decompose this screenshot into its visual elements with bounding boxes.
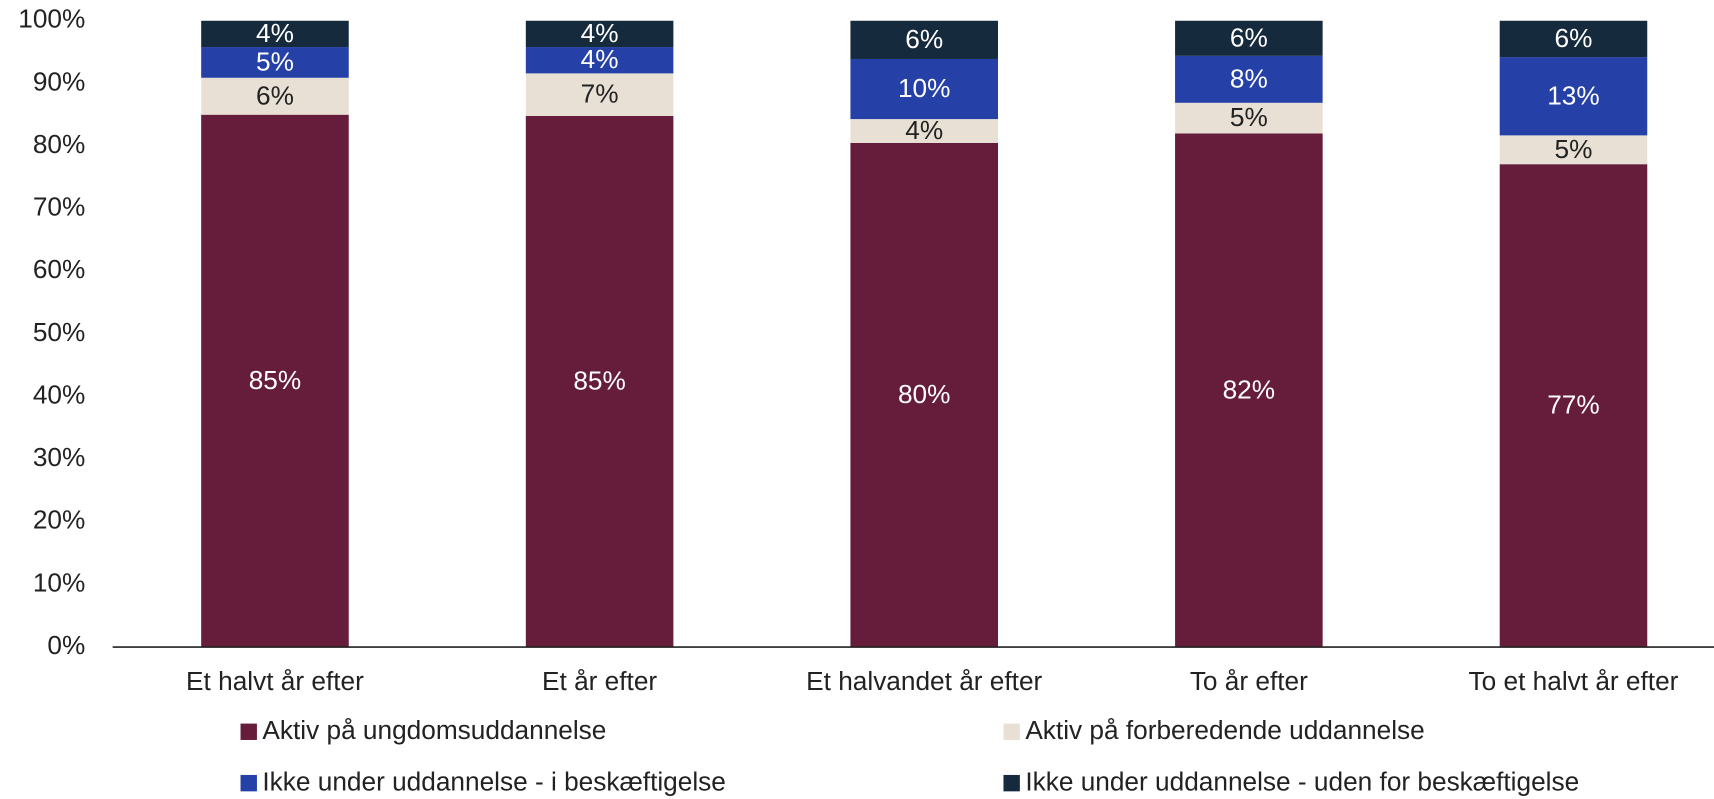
legend-label: Aktiv på forberedende uddannelse [1025,715,1424,745]
data-label: 8% [1230,63,1268,93]
data-label: 6% [1555,23,1593,53]
bar-segment [1175,102,1323,134]
bar-segment [201,114,349,648]
data-label: 5% [256,46,294,76]
data-label: 4% [581,44,619,74]
data-label: 4% [256,18,294,48]
bar-segment [1499,164,1648,648]
data-label: 13% [1547,80,1599,110]
bar-segment [525,115,674,648]
bar-segment [525,20,674,48]
bar-segment [1175,55,1323,103]
bar-segment [525,73,674,116]
bar-segment [850,119,998,143]
x-tick-label: To et halvt år efter [1469,666,1679,696]
data-label: 6% [1230,22,1268,52]
y-tick-label: 30% [33,442,85,472]
data-label: 10% [898,73,950,103]
y-tick-label: 0% [47,630,85,660]
legend-label: Ikke under uddannelse - i beskæftigelse [262,767,725,797]
bar-segment [850,20,998,59]
bar-segment [201,77,349,115]
legend-swatch [1003,774,1020,792]
y-tick-label: 50% [33,317,85,347]
legend-swatch [240,774,257,792]
data-label: 5% [1555,134,1593,164]
bar-segment [1499,135,1648,165]
data-label: 4% [905,115,943,145]
bar-segment [1175,133,1323,648]
x-tick-label: To år efter [1190,666,1308,696]
bar-segment [1499,20,1648,58]
y-tick-label: 80% [33,129,85,159]
y-tick-label: 40% [33,379,85,409]
bar-segment [1175,20,1323,56]
legend-swatch [1003,723,1020,740]
bar-segment [201,20,349,48]
x-tick-label: Et halvandet år efter [806,666,1042,696]
data-label: 82% [1223,374,1275,404]
data-label: 4% [581,18,619,48]
bar-segment [850,58,998,120]
bar-segment [1499,57,1648,136]
legend-label: Ikke under uddannelse - uden for beskæft… [1025,767,1579,797]
y-tick-label: 70% [33,192,85,222]
data-label: 5% [1230,102,1268,132]
y-tick-label: 100% [18,4,85,34]
y-tick-label: 60% [33,254,85,284]
y-tick-label: 10% [33,567,85,597]
data-label: 85% [573,366,625,396]
bar-segment [525,47,674,74]
data-label: 80% [898,379,950,409]
legend-label: Aktiv på ungdomsuddannelse [262,715,606,745]
y-tick-label: 90% [33,66,85,96]
data-label: 7% [581,79,619,109]
y-tick-label: 20% [33,505,85,535]
x-tick-label: Et år efter [542,666,657,696]
data-label: 77% [1547,390,1599,420]
legend-swatch [240,723,257,740]
bar-segment [201,47,349,78]
data-label: 6% [256,80,294,110]
bar-segment [850,142,998,648]
data-label: 85% [249,365,301,395]
x-tick-label: Et halvt år efter [186,666,364,696]
data-label: 6% [905,24,943,54]
